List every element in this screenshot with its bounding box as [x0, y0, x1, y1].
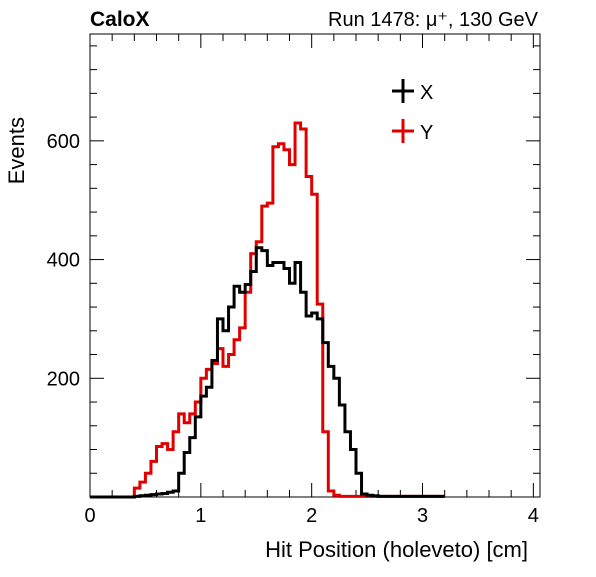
- plot-frame: [89, 33, 541, 498]
- legend-label-y: Y: [420, 122, 433, 144]
- x-tick-label: 4: [528, 505, 539, 527]
- y-tick-label: 400: [47, 250, 80, 272]
- legend-item-y: Y: [392, 119, 433, 144]
- axis-tick-labels: 0 1 2 3 4 200 400 600: [47, 131, 539, 527]
- x-tick-label: 2: [306, 505, 317, 527]
- histogram-series: [90, 121, 445, 499]
- x-tick-label: 3: [417, 505, 428, 527]
- series-line-y: [90, 121, 445, 499]
- x-tick-label: 1: [195, 505, 206, 527]
- series-line-x: [90, 246, 445, 499]
- legend-item-x: X: [392, 79, 433, 104]
- y-axis-title: Events: [4, 117, 29, 184]
- x-tick-label: 0: [84, 505, 95, 527]
- y-tick-label: 200: [47, 368, 80, 390]
- run-label: Run 1478: μ⁺, 130 GeV: [328, 9, 539, 31]
- legend: X Y: [392, 79, 433, 144]
- x-axis-title: Hit Position (holeveto) [cm]: [265, 537, 528, 562]
- legend-label-x: X: [420, 82, 433, 104]
- axis-ticks: [89, 34, 540, 497]
- y-tick-label: 600: [47, 131, 80, 153]
- experiment-label: CaloX: [90, 8, 150, 31]
